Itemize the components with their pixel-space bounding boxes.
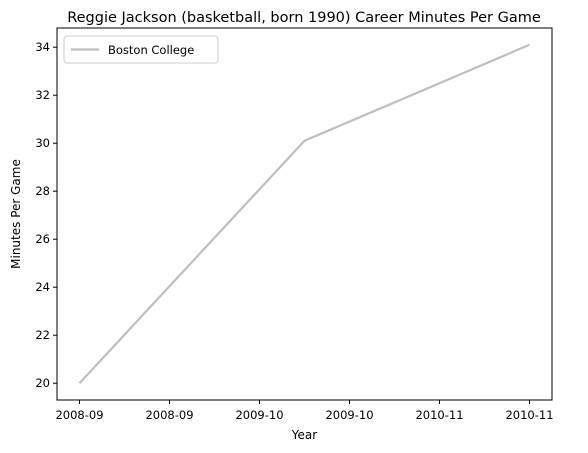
- chart-title: Reggie Jackson (basketball, born 1990) C…: [67, 10, 541, 26]
- x-tick-label: 2010-11: [415, 408, 463, 422]
- legend-label-boston-college: Boston College: [108, 43, 194, 57]
- x-tick-label: 2010-11: [505, 408, 553, 422]
- legend: Boston College: [63, 35, 219, 64]
- y-axis: 20 22 24 26 28 30 32 34: [35, 40, 57, 390]
- y-tick-label: 30: [35, 136, 50, 150]
- y-tick-label: 28: [35, 184, 50, 198]
- y-tick-label: 32: [35, 88, 50, 102]
- y-tick-label: 20: [35, 376, 50, 390]
- y-tick-label: 26: [35, 232, 50, 246]
- y-tick-label: 22: [35, 328, 50, 342]
- series-layer: [78, 43, 530, 384]
- x-axis: 2008-09 2008-09 2009-10 2009-10 2010-11 2010-…: [55, 400, 554, 422]
- x-tick-label: 2008-09: [55, 408, 103, 422]
- plot-area: [56, 27, 553, 401]
- x-tick-label: 2008-09: [145, 408, 193, 422]
- y-tick-label: 34: [35, 40, 50, 54]
- y-axis-label: Minutes Per Game: [9, 159, 23, 269]
- legend-box: [63, 35, 219, 64]
- x-axis-label: Year: [291, 428, 317, 442]
- x-tick-label: 2009-10: [325, 408, 373, 422]
- x-tick-label: 2009-10: [235, 408, 283, 422]
- y-tick-label: 24: [35, 280, 50, 294]
